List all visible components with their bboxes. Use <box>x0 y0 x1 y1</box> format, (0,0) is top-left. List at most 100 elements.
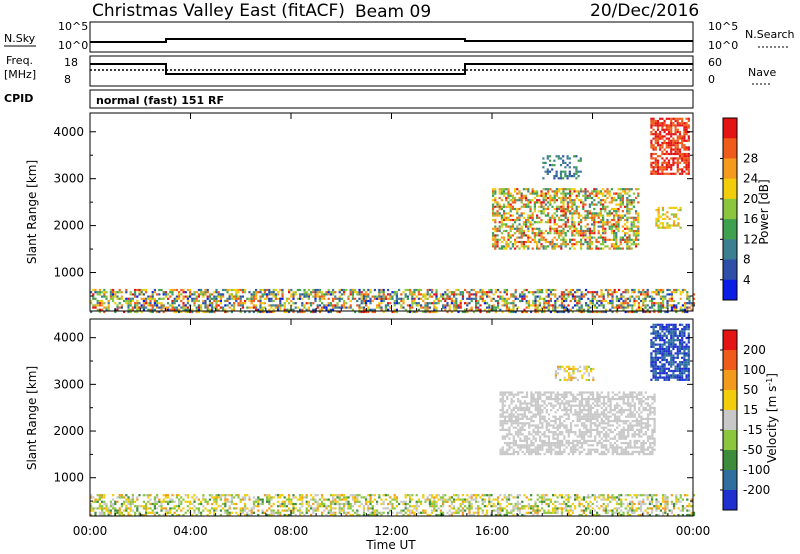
heatmap-cell <box>532 513 535 517</box>
heatmap-cell <box>508 511 511 514</box>
heatmap-cell <box>542 210 545 213</box>
heatmap-cell <box>676 159 679 162</box>
heatmap-cell <box>542 196 545 200</box>
heatmap-cell <box>525 203 528 206</box>
heatmap-cell <box>239 295 242 298</box>
heatmap-cell <box>661 150 664 153</box>
heatmap-cell <box>519 295 522 298</box>
heatmap-cell <box>343 498 346 501</box>
heatmap-cell <box>540 234 543 237</box>
heatmap-cell <box>633 302 636 305</box>
noise-panel: N.Sky 10^5 10^0 10^5 10^0 N.Search <box>4 20 795 53</box>
heatmap-cell <box>573 243 576 246</box>
heatmap-cell <box>615 304 618 307</box>
heatmap-cell <box>534 297 537 300</box>
heatmap-cell <box>351 505 354 508</box>
heatmap-cell <box>676 141 679 145</box>
heatmap-cell <box>659 122 662 125</box>
heatmap-cell <box>477 511 480 514</box>
heatmap-cell <box>112 505 115 508</box>
heatmap-cell <box>224 299 227 303</box>
heatmap-cell <box>277 509 280 512</box>
heatmap-cell <box>356 293 359 296</box>
heatmap-cell <box>564 225 567 228</box>
heatmap-cell <box>534 402 537 405</box>
heatmap-cell <box>527 216 530 219</box>
heatmap-cell <box>448 306 451 309</box>
heatmap-cell <box>149 502 152 506</box>
heatmap-cell <box>492 236 495 239</box>
heatmap-cell <box>604 236 607 239</box>
heatmap-cell <box>525 439 529 442</box>
heatmap-cell <box>568 166 571 169</box>
heatmap-cell <box>517 398 520 401</box>
heatmap-cell <box>453 308 456 311</box>
heatmap-cell <box>651 299 654 303</box>
heatmap-cell <box>241 302 244 305</box>
heatmap-cell <box>657 505 660 508</box>
heatmap-cell <box>512 406 515 409</box>
heatmap-cell <box>551 214 554 217</box>
heatmap-cell <box>519 494 522 497</box>
heatmap-cell <box>444 308 447 311</box>
heatmap-cell <box>547 240 550 244</box>
noise-tick-right-high: 10^5 <box>708 20 738 33</box>
heatmap-cell <box>539 395 542 398</box>
heatmap-cell <box>233 304 236 307</box>
heatmap-cell <box>521 422 524 425</box>
heatmap-cell <box>415 310 418 314</box>
heatmap-cell <box>637 229 640 233</box>
heatmap-cell <box>610 243 613 246</box>
heatmap-cell <box>582 207 585 211</box>
heatmap-cell <box>347 505 350 508</box>
heatmap-cell <box>632 205 635 208</box>
heatmap-cell <box>653 310 656 314</box>
heatmap-cell <box>340 498 343 501</box>
heatmap-cell <box>685 122 688 125</box>
heatmap-cell <box>628 212 631 215</box>
heatmap-cell <box>420 511 423 514</box>
heatmap-cell <box>681 507 684 510</box>
heatmap-cell <box>343 306 346 309</box>
heatmap-cell <box>562 212 565 215</box>
heatmap-cell <box>518 207 521 211</box>
heatmap-cell <box>560 201 563 204</box>
heatmap-cell <box>475 498 478 501</box>
heatmap-cell <box>415 295 418 298</box>
heatmap-cell <box>631 304 634 307</box>
heatmap-cell <box>611 310 614 314</box>
heatmap-cell <box>514 243 517 246</box>
heatmap-cell <box>563 304 566 307</box>
heatmap-cell <box>554 288 557 292</box>
heatmap-cell <box>621 229 624 233</box>
heatmap-cell <box>241 511 244 514</box>
heatmap-cell <box>358 494 361 497</box>
heatmap-cell <box>569 496 572 499</box>
heatmap-cell <box>505 223 508 226</box>
heatmap-cell <box>506 391 509 394</box>
heatmap-cell <box>650 161 653 164</box>
heatmap-cell <box>573 155 576 158</box>
heatmap-cell <box>156 306 159 309</box>
heatmap-cell <box>560 310 563 314</box>
heatmap-cell <box>661 168 664 171</box>
heatmap-cell <box>252 500 255 503</box>
heatmap-cell <box>635 509 638 512</box>
heatmap-cell <box>450 297 453 300</box>
heatmap-cell <box>602 494 605 497</box>
heatmap-cell <box>195 308 198 311</box>
heatmap-cell <box>530 402 533 405</box>
heatmap-cell <box>514 433 518 436</box>
heatmap-cell <box>519 426 522 429</box>
heatmap-cell <box>661 117 664 120</box>
heatmap-cell <box>593 190 596 193</box>
heatmap-cell <box>230 310 233 314</box>
heatmap-cell <box>500 207 503 211</box>
heatmap-cell <box>545 494 548 497</box>
heatmap-cell <box>505 288 508 292</box>
heatmap-cell <box>406 304 409 307</box>
heatmap-cell <box>373 498 376 501</box>
heatmap-cell <box>534 433 537 436</box>
heatmap-cell <box>321 306 324 309</box>
heatmap-cell <box>666 293 669 296</box>
